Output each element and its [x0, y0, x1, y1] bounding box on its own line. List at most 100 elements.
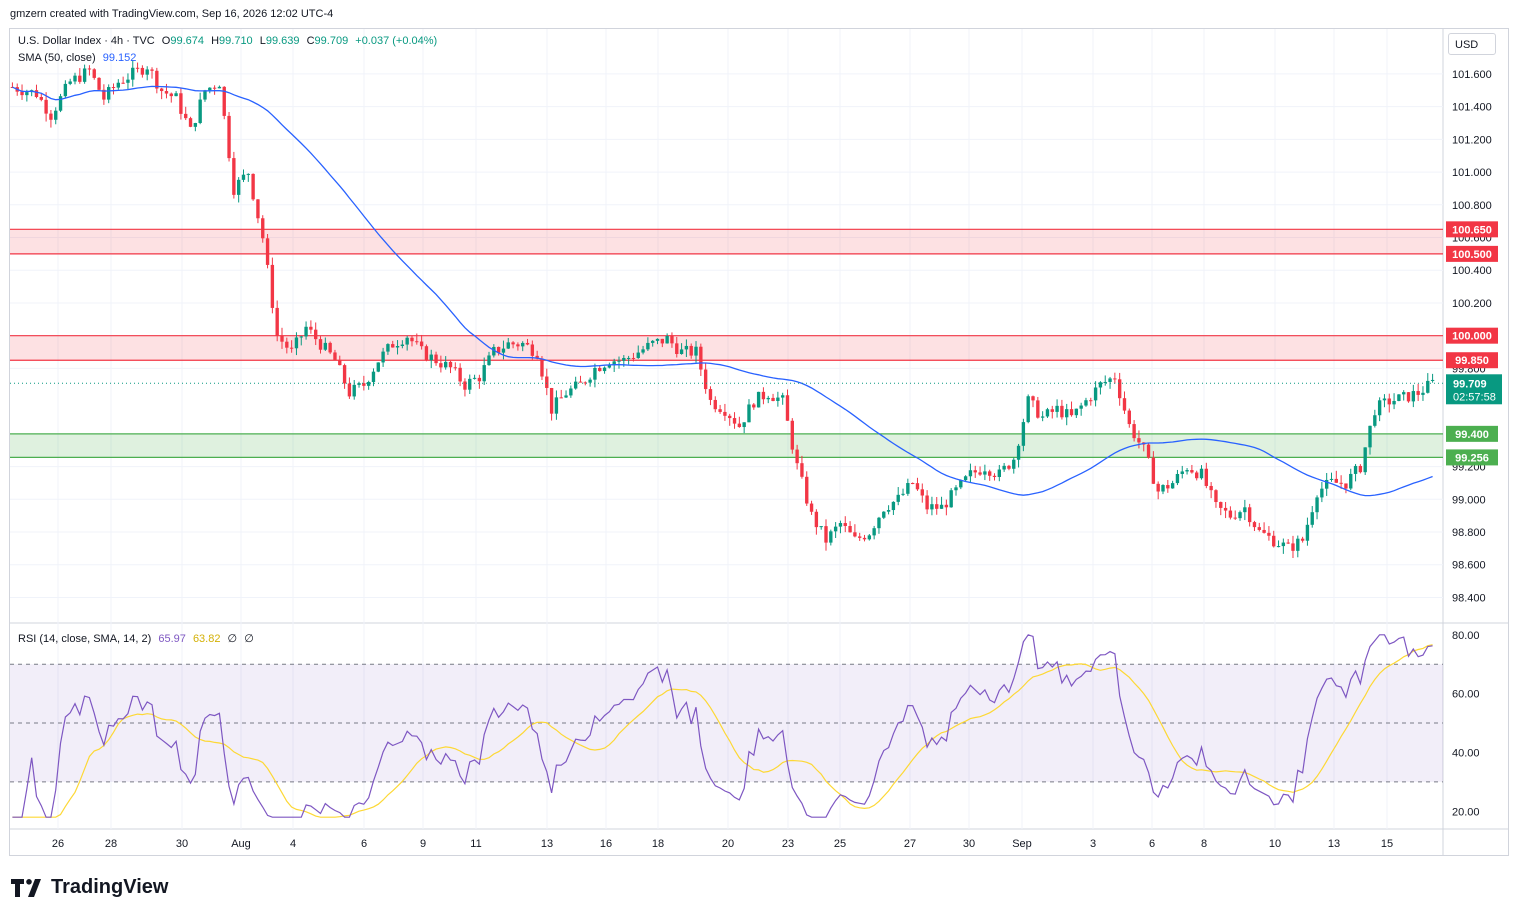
candle [1079, 405, 1083, 409]
symbol-label[interactable]: U.S. Dollar Index · 4h · TVC [18, 35, 155, 47]
candle [1132, 424, 1136, 439]
candle [261, 218, 265, 239]
candle [988, 471, 992, 476]
candle [1267, 532, 1271, 536]
candle [126, 79, 130, 83]
candle [1103, 381, 1107, 383]
candle [1272, 535, 1276, 547]
candle [1016, 445, 1021, 460]
rsi-tick-label: 40.00 [1452, 747, 1480, 759]
candle [935, 504, 939, 509]
candle [1281, 542, 1286, 547]
candle [54, 110, 58, 120]
candle [1247, 507, 1252, 523]
candle [1214, 490, 1218, 503]
candle [1098, 382, 1103, 388]
candle [1377, 400, 1382, 416]
candle [188, 118, 193, 127]
candle [785, 395, 790, 421]
candle [376, 362, 380, 372]
candle [1228, 510, 1233, 518]
candle [1329, 478, 1334, 480]
candle [1219, 502, 1223, 508]
candle [1031, 396, 1035, 401]
candle [309, 326, 313, 330]
rsi-legend[interactable]: RSI (14, close, SMA, 14, 2) 65.97 63.82 … [18, 632, 258, 645]
price-tick-label: 100.400 [1452, 265, 1492, 277]
candle [631, 357, 636, 359]
candle [1402, 392, 1406, 395]
candle [1238, 512, 1242, 519]
candle [959, 480, 963, 488]
candle [472, 377, 477, 379]
candle [217, 86, 222, 89]
candle [1252, 522, 1257, 528]
candle [670, 336, 674, 344]
candle [1223, 507, 1228, 511]
candle [169, 93, 173, 97]
candle [386, 344, 390, 352]
candle [97, 77, 101, 90]
candle [184, 113, 188, 119]
candle [862, 537, 867, 540]
candle [73, 75, 77, 82]
sma-legend[interactable]: SMA (50, close) 99.152 [18, 52, 140, 64]
candle [415, 341, 419, 343]
candle [1007, 465, 1011, 469]
candle [1339, 482, 1343, 484]
candle [1358, 465, 1363, 473]
candle [1426, 380, 1430, 393]
candle [660, 338, 665, 344]
candle [227, 115, 231, 159]
candle [838, 523, 843, 527]
candle [410, 337, 414, 342]
time-tick-label: 23 [782, 838, 794, 850]
resistance-zone [10, 229, 1443, 254]
candle [458, 367, 462, 382]
candle [333, 352, 337, 360]
candle [703, 369, 708, 390]
candle [578, 381, 583, 383]
candle [780, 395, 785, 398]
candle [809, 503, 814, 512]
candle [598, 367, 602, 372]
candle [299, 336, 303, 338]
candle [424, 346, 429, 361]
rsi-line [12, 634, 1433, 818]
rsi-tick-label: 60.00 [1452, 689, 1480, 701]
ohlc-high: H99.710 [211, 35, 253, 47]
brand-logo[interactable]: TradingView [11, 876, 168, 899]
candle [506, 342, 510, 349]
candle [362, 383, 366, 386]
candle [1045, 409, 1050, 417]
candle [25, 92, 29, 96]
candle [381, 351, 385, 363]
candle [342, 365, 347, 384]
candle [246, 173, 250, 175]
ohlc-close: C99.709 [306, 35, 349, 47]
candle [848, 526, 852, 533]
candle [626, 357, 631, 359]
candle [540, 358, 544, 377]
candle [593, 367, 597, 380]
candle [352, 384, 356, 397]
candle [535, 355, 539, 359]
candle [159, 88, 164, 92]
candle [1093, 387, 1098, 401]
time-tick-label: 18 [652, 838, 664, 850]
candle [511, 342, 515, 345]
candle [174, 93, 178, 97]
candle [222, 86, 226, 116]
candle [1324, 479, 1329, 489]
candle [294, 337, 299, 349]
currency-button[interactable]: USD [1448, 33, 1496, 55]
candle [1113, 378, 1117, 380]
sma-label: SMA (50, close) [18, 52, 96, 64]
candle [323, 342, 328, 350]
candle [694, 346, 698, 356]
time-tick-label: Aug [231, 838, 251, 850]
candle [145, 69, 149, 75]
price-tick-label: 98.800 [1452, 527, 1486, 539]
candle [251, 173, 255, 200]
